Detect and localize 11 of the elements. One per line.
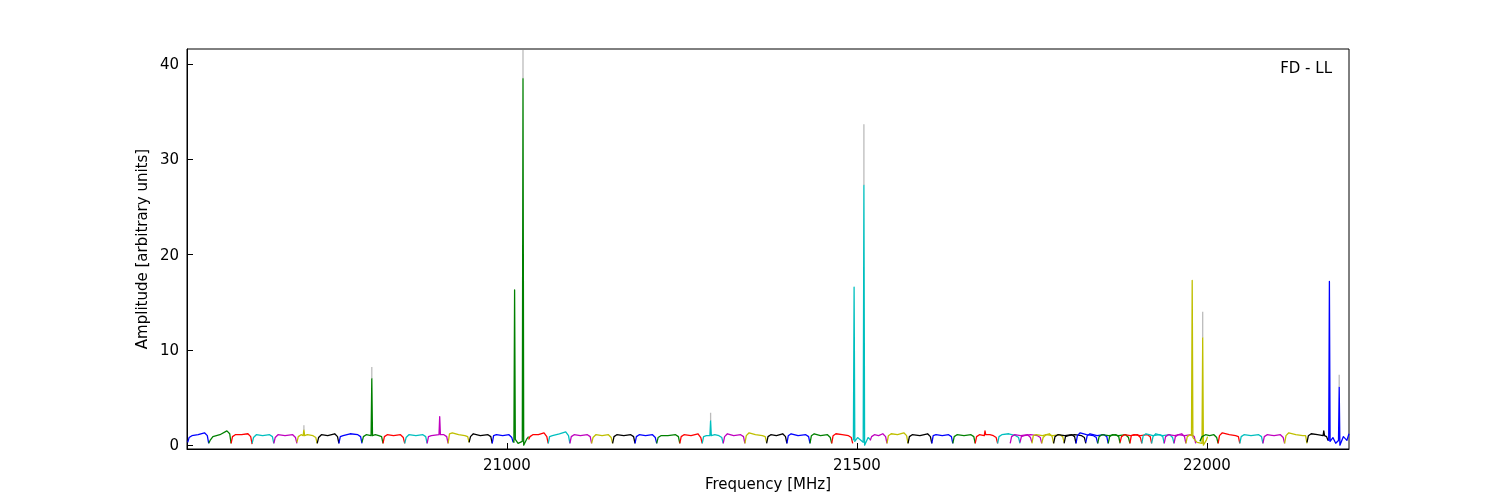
y-axis-title: Amplitude [arbitrary units] (132, 148, 151, 350)
y-tick-label: 0 (169, 436, 179, 455)
y-tick-label: 10 (159, 340, 179, 359)
y-tick-label: 30 (159, 150, 179, 169)
y-tick-label: 40 (159, 55, 179, 74)
x-tick-label: 21000 (483, 455, 531, 474)
x-tick-label: 22000 (1183, 455, 1231, 474)
annotation: FD - LL (1280, 58, 1333, 77)
x-axis-title: Frequency [MHz] (704, 475, 832, 494)
x-tick-label: 21500 (833, 455, 881, 474)
y-tick-label: 20 (159, 245, 179, 264)
